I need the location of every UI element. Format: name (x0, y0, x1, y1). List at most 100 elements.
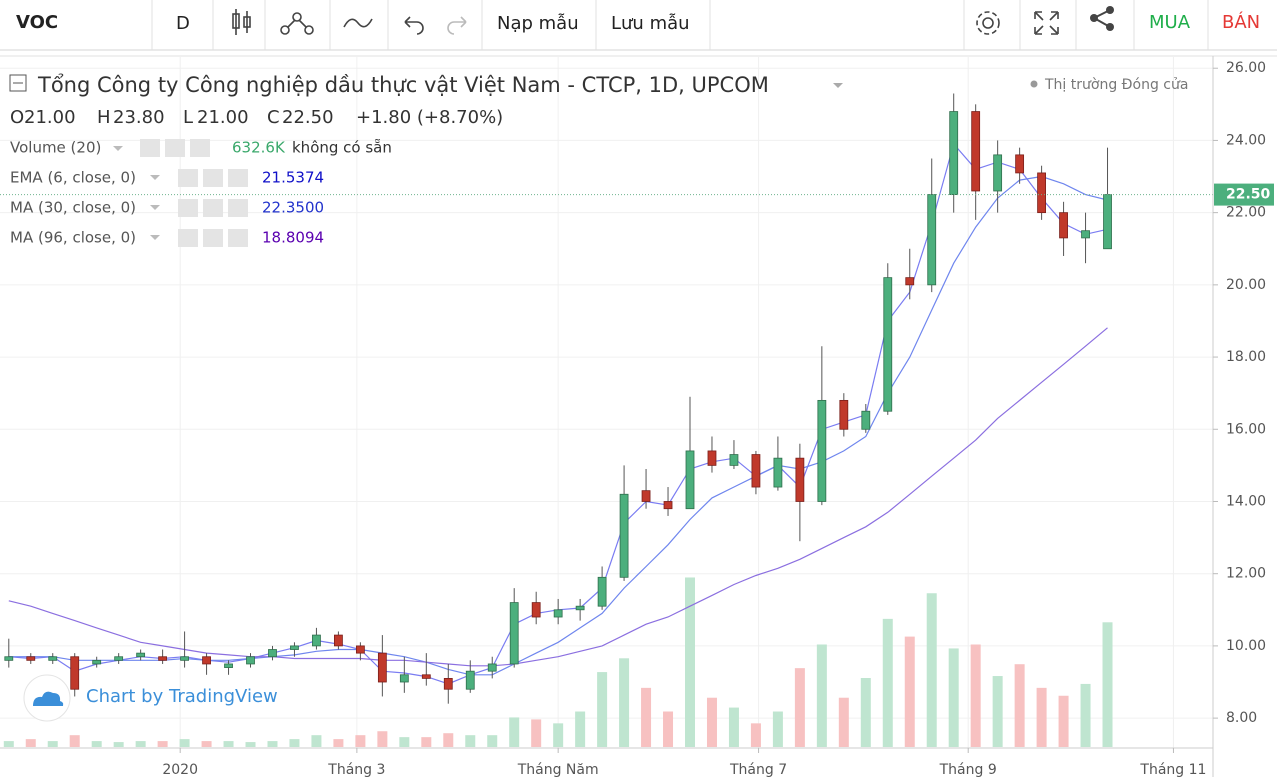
candle-body (180, 656, 189, 661)
candle-body (465, 670, 475, 690)
candle-body (729, 454, 739, 466)
indicator-control[interactable] (203, 169, 223, 187)
volume-dropdown[interactable] (113, 146, 123, 151)
candle-body (1103, 194, 1112, 250)
volume-bar (1102, 622, 1113, 747)
watermark: Chart by TradingView (23, 674, 278, 722)
ohlc-label: O (10, 107, 24, 128)
y-tick-label: 26.00 (1226, 60, 1266, 76)
y-tick-label: 22.00 (1226, 205, 1266, 221)
chart-type-icon[interactable] (232, 9, 251, 35)
indicator-control[interactable] (228, 169, 248, 187)
volume-status: không có sẵn (292, 139, 392, 157)
volume-bar (1080, 683, 1091, 747)
volume-bar (245, 742, 256, 747)
volume-control[interactable] (190, 139, 210, 157)
indicator-legend-name: MA (30, close, 0) (10, 199, 136, 217)
indicator-control[interactable] (228, 229, 248, 247)
volume-legend-name: Volume (20) (10, 139, 101, 157)
candle-body (707, 450, 717, 466)
volume-control[interactable] (140, 139, 160, 157)
indicator-control[interactable] (178, 169, 198, 187)
volume-bar (399, 737, 410, 747)
title-dropdown[interactable] (833, 83, 843, 88)
volume-bar (201, 741, 212, 747)
candle-body (355, 645, 365, 654)
volume-bar (597, 672, 608, 747)
candle-body (136, 652, 146, 658)
candle-body (509, 602, 519, 665)
chart-title: Tổng Công ty Công nghiệp dầu thực vật Vi… (37, 73, 769, 97)
settings-icon[interactable] (976, 11, 1000, 35)
indicator-legend-value: 18.8094 (262, 229, 324, 247)
volume-bar (487, 735, 498, 747)
save-template[interactable]: Lưu mẫu (611, 13, 690, 34)
indicator-control[interactable] (178, 229, 198, 247)
volume-control[interactable] (165, 139, 185, 157)
volume-bar (641, 687, 652, 747)
candle-body (312, 634, 321, 647)
status-dot (1030, 80, 1038, 88)
candle-body (1081, 230, 1090, 239)
compare-icon[interactable] (343, 18, 373, 28)
volume-bar (904, 636, 915, 747)
load-template[interactable]: Nạp mẫu (497, 13, 579, 34)
y-tick-label: 8.00 (1226, 710, 1257, 726)
volume-bar (619, 658, 630, 747)
candle-body (619, 493, 629, 578)
candle-body (773, 457, 783, 488)
candle-body (1015, 154, 1025, 174)
x-tick-label: Tháng 7 (729, 762, 787, 777)
sell-button[interactable]: BÁN (1222, 11, 1260, 33)
indicator-control[interactable] (178, 199, 198, 217)
indicator-control[interactable] (228, 199, 248, 217)
volume-bar (289, 739, 300, 747)
x-tick-label: Tháng 11 (1139, 762, 1206, 777)
volume-bar (1036, 687, 1047, 747)
volume-bar (421, 737, 432, 747)
candle-body (927, 194, 937, 286)
volume-bar (838, 697, 849, 747)
candle-body (158, 656, 168, 661)
collapse-icon[interactable] (9, 74, 27, 92)
indicator-dropdown[interactable] (150, 235, 160, 240)
x-tick-label: Tháng 3 (327, 762, 385, 777)
indicator-control[interactable] (203, 199, 223, 217)
ohlc-value: 21.00 (24, 107, 76, 128)
redo-icon[interactable] (447, 16, 467, 35)
candle-body (334, 634, 343, 647)
symbol[interactable]: VOC (16, 12, 58, 33)
volume-bar (706, 697, 717, 747)
buy-button[interactable]: MUA (1149, 12, 1191, 33)
volume-bar (663, 711, 674, 747)
market-status: Thị trường Đóng cửa (1044, 77, 1188, 93)
candle-body (1059, 212, 1068, 239)
candle-body (883, 277, 893, 412)
last-price-label: 22.50 (1226, 187, 1271, 203)
ohlc-label: H (97, 107, 111, 128)
toolbar-separators (151, 0, 1209, 50)
x-tick-label: Tháng Năm (517, 762, 599, 777)
interval[interactable]: D (176, 13, 190, 34)
indicator-control[interactable] (203, 229, 223, 247)
y-tick-label: 18.00 (1226, 349, 1266, 365)
indicators-icon[interactable] (280, 12, 314, 35)
candle-body (949, 111, 959, 195)
candle-body (597, 576, 607, 607)
volume-bar (750, 723, 761, 747)
volume-bar (355, 735, 366, 747)
volume-bar (992, 676, 1003, 747)
indicator-dropdown[interactable] (150, 175, 160, 180)
volume-bar (157, 741, 168, 747)
undo-icon[interactable] (404, 16, 424, 35)
indicator-dropdown[interactable] (150, 205, 160, 210)
candle-body (4, 656, 14, 661)
x-tick-label: Tháng 9 (939, 762, 997, 777)
volume-bar (794, 668, 805, 747)
share-icon[interactable] (1090, 6, 1114, 31)
volume-bar (816, 644, 827, 747)
candle-body (224, 663, 233, 668)
fullscreen-icon[interactable] (1034, 11, 1059, 35)
